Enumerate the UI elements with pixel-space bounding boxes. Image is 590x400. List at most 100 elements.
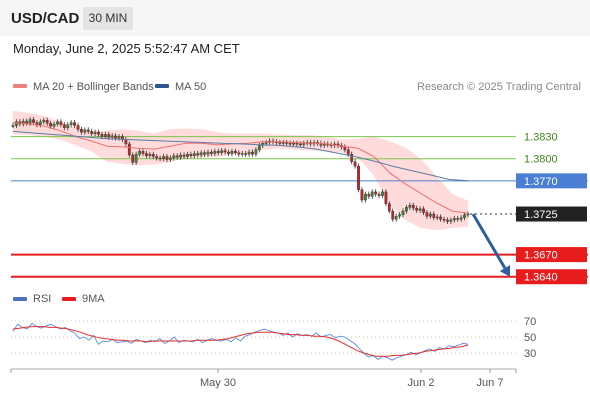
x-tick-label: May 30	[200, 377, 236, 389]
candle-body	[346, 149, 350, 155]
candle-body	[360, 189, 364, 201]
rsi-legend-swatch	[13, 297, 27, 301]
candle-body	[401, 210, 405, 215]
candle-body	[35, 122, 39, 125]
candle-body	[73, 122, 76, 126]
candle-body	[100, 134, 104, 137]
candle-body	[165, 156, 169, 160]
candle-body	[145, 153, 148, 156]
candle-body	[52, 123, 56, 127]
rsi-ma9-line	[12, 326, 469, 357]
candle-body	[285, 142, 289, 144]
candle-body	[158, 157, 162, 160]
ma9-legend-label: 9MA	[82, 293, 105, 305]
candle-body	[192, 153, 196, 156]
candle-body	[216, 151, 220, 153]
candle-body	[254, 149, 258, 155]
candle-body	[281, 142, 285, 144]
candle-body	[374, 191, 378, 195]
candle-body	[288, 143, 292, 145]
candle-body	[398, 214, 401, 217]
candle-body	[172, 155, 176, 159]
candle-body	[186, 154, 189, 157]
level-label-resistance-0: 1.3830	[524, 132, 558, 144]
level-label-support-5: 1.3640	[524, 272, 558, 284]
level-label-support-4: 1.3670	[524, 250, 558, 262]
candle-body	[127, 143, 131, 156]
candle-body	[257, 145, 261, 151]
level-label-bg-support-5	[516, 269, 587, 285]
candle-body	[76, 125, 80, 130]
candle-body	[103, 134, 107, 137]
candle-body	[49, 123, 53, 127]
candle-body	[408, 204, 412, 208]
candle-body	[25, 120, 29, 124]
candle-body	[387, 203, 391, 212]
candle-body	[456, 218, 460, 220]
candle-body	[394, 216, 398, 220]
candle-body	[227, 151, 230, 154]
ma20-legend-label: MA 20 + Bollinger Bands	[33, 81, 154, 93]
candle-body	[28, 119, 32, 124]
candle-body	[210, 151, 213, 154]
candle-body	[15, 121, 18, 126]
candle-body	[425, 212, 429, 217]
candles-group	[11, 117, 470, 224]
forecast-arrow-group	[471, 213, 511, 277]
candle-body	[56, 121, 59, 125]
candle-body	[220, 150, 224, 153]
candle-body	[357, 165, 360, 190]
x-tick-label: Jun 7	[477, 377, 504, 389]
candle-body	[203, 152, 206, 155]
candle-body	[21, 120, 25, 125]
forecast-arrow-head	[499, 265, 511, 277]
candle-body	[32, 119, 35, 123]
candle-body	[411, 204, 415, 209]
candle-body	[69, 122, 73, 125]
x-axis: May 30 Jun 2 Jun 7	[10, 369, 517, 389]
timeframe-button[interactable]: 30 MIN	[83, 7, 133, 30]
candle-body	[391, 210, 395, 220]
candle-body	[230, 151, 234, 154]
candle-body	[117, 136, 121, 139]
candle-body	[189, 154, 193, 156]
candle-body	[38, 121, 42, 125]
candle-body	[463, 214, 466, 218]
candle-body	[244, 153, 248, 155]
candle-body	[418, 208, 422, 211]
candle-body	[292, 143, 295, 145]
candle-body	[114, 135, 118, 139]
candle-body	[377, 193, 381, 196]
level-label-bg-support-4	[516, 247, 587, 263]
candle-body	[11, 125, 15, 127]
ma50-legend-swatch	[155, 84, 169, 88]
candle-body	[175, 155, 179, 158]
candle-body	[384, 191, 388, 204]
candle-body	[42, 120, 46, 123]
candle-body	[295, 143, 299, 145]
candle-body	[449, 219, 453, 222]
candle-body	[370, 191, 374, 197]
candle-body	[278, 142, 282, 144]
candle-body	[62, 124, 66, 128]
candle-body	[240, 153, 244, 155]
candle-body	[59, 121, 63, 125]
candle-body	[350, 154, 354, 162]
candle-body	[353, 161, 357, 167]
candle-body	[97, 131, 100, 135]
candle-body	[237, 152, 241, 155]
candle-body	[363, 193, 367, 201]
datetime-label: Monday, June 2, 2025 5:52:47 AM CET	[13, 41, 240, 56]
ma50-line	[12, 130, 469, 182]
credit-text: Research © 2025 Trading Central	[417, 81, 581, 93]
candle-body	[415, 207, 419, 211]
level-label-bg-pivot-2	[516, 173, 587, 189]
symbol-title: USD/CAD	[11, 10, 80, 27]
candle-body	[251, 151, 254, 155]
level-label-resistance-1: 1.3800	[524, 154, 558, 166]
candle-body	[66, 124, 70, 128]
candle-body	[93, 131, 97, 134]
candle-body	[343, 146, 347, 151]
candle-body	[459, 217, 463, 220]
candle-body	[86, 129, 90, 132]
